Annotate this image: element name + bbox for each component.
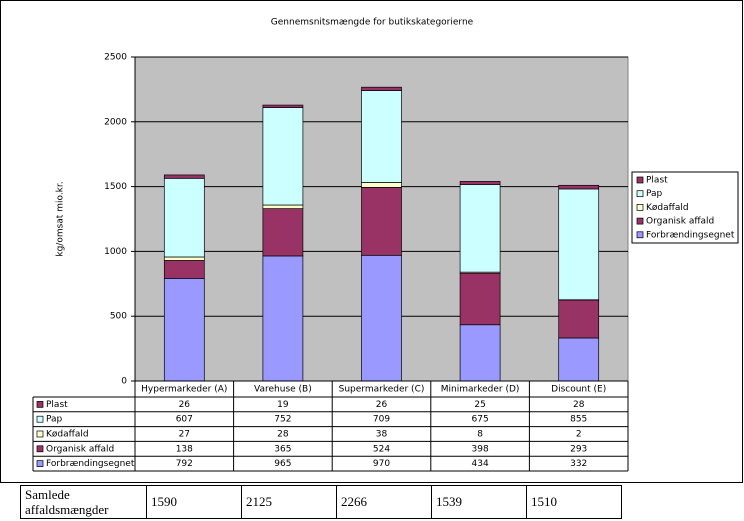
table-value: 26 xyxy=(376,400,388,410)
y-tick-label: 0 xyxy=(121,377,127,387)
bar-segment xyxy=(163,174,205,179)
chart: Gennemsnitsmængde for butikskategorierne… xyxy=(0,0,743,483)
bar-segment xyxy=(163,260,205,279)
bar-segment xyxy=(361,90,402,183)
summary-value: 2125 xyxy=(241,485,337,519)
table-value: 965 xyxy=(274,459,291,469)
y-tick-label: 2000 xyxy=(104,117,127,127)
table-value: 709 xyxy=(373,415,390,425)
bar-segment xyxy=(361,86,402,91)
legend-box xyxy=(631,171,739,244)
legend-label: Pap xyxy=(646,189,663,199)
summary-label: Samlede affaldsmængder xyxy=(20,485,147,519)
table-value: 27 xyxy=(179,430,190,440)
summary-table: Samlede affaldsmængder 1590 2125 2266 1539 1… xyxy=(20,485,622,519)
table-value: 752 xyxy=(274,415,291,425)
table-value: 607 xyxy=(176,415,193,425)
table-value: 138 xyxy=(176,444,193,454)
table-value: 25 xyxy=(474,400,485,410)
table-value: 524 xyxy=(373,444,390,454)
x-tick-label: Hypermarkeder (A) xyxy=(141,385,227,395)
bar-segment xyxy=(558,188,600,301)
table-value: 365 xyxy=(274,444,291,454)
legend-key xyxy=(636,231,644,239)
bar-segment xyxy=(361,182,402,188)
table-value: 675 xyxy=(472,415,489,425)
table-value: 8 xyxy=(477,430,483,440)
table-value: 38 xyxy=(376,430,388,440)
legend-label: Plast xyxy=(646,176,668,186)
legend-key xyxy=(636,176,644,184)
legend-label: Forbrændingsegnet xyxy=(646,230,735,240)
bar-segment xyxy=(459,181,501,186)
summary-value: 1590 xyxy=(146,485,242,519)
bar-segment xyxy=(262,204,304,209)
x-tick-label: Varehuse (B) xyxy=(254,385,312,395)
legend-key xyxy=(36,460,44,467)
table-row-label: Forbrændingsegnet xyxy=(46,459,135,469)
y-tick-label: 1000 xyxy=(104,247,127,257)
bar-segment xyxy=(262,255,304,382)
table-value: 332 xyxy=(570,459,587,469)
table-value: 792 xyxy=(176,459,193,469)
table-row-label: Pap xyxy=(46,415,63,425)
y-tick-label: 500 xyxy=(110,312,127,322)
chart-title: Gennemsnitsmængde for butikskategorierne xyxy=(271,18,474,28)
table-value: 28 xyxy=(573,400,585,410)
table-value: 398 xyxy=(472,444,489,454)
bar-segment xyxy=(361,254,402,382)
summary-row: Samlede affaldsmængder 1590 2125 2266 1539 1… xyxy=(20,485,622,519)
bar-segment xyxy=(262,107,304,206)
x-tick-label: Discount (E) xyxy=(551,385,606,395)
table-value: 293 xyxy=(570,444,587,454)
legend-key xyxy=(36,415,44,423)
table-value: 434 xyxy=(472,459,489,469)
bar-segment xyxy=(262,104,304,108)
legend-key xyxy=(36,445,44,453)
legend-key xyxy=(636,204,644,211)
legend-label: Organisk affald xyxy=(646,217,714,227)
legend-label: Kødaffald xyxy=(646,203,689,213)
legend-key xyxy=(36,401,44,408)
table-value: 855 xyxy=(570,415,587,425)
table-row-label: Plast xyxy=(46,400,68,410)
table-value: 970 xyxy=(373,459,390,469)
legend-key xyxy=(36,430,44,438)
summary-value: 1510 xyxy=(526,485,622,519)
bar-segment xyxy=(459,184,501,273)
summary-value: 2266 xyxy=(336,485,432,519)
bar-segment xyxy=(163,278,205,382)
x-tick-label: Minimarkeder (D) xyxy=(441,385,520,395)
x-tick-label: Supermarkeder (C) xyxy=(339,385,425,395)
legend-key xyxy=(636,190,644,198)
bar-segment xyxy=(262,208,304,257)
table-value: 19 xyxy=(277,400,289,410)
table-value: 26 xyxy=(179,400,191,410)
bar-segment xyxy=(163,256,205,261)
table-row-label: Organisk affald xyxy=(46,444,114,454)
bar-segment xyxy=(163,177,205,258)
table-value: 2 xyxy=(576,430,582,440)
y-tick-label: 2500 xyxy=(104,53,127,63)
bar-segment xyxy=(459,324,501,382)
bar-segment xyxy=(558,184,600,190)
y-tick-label: 1500 xyxy=(104,182,127,192)
y-axis-label: kg/omsat mio.kr. xyxy=(56,181,66,256)
summary-value: 1539 xyxy=(431,485,527,519)
table-value: 28 xyxy=(277,430,289,440)
bar-segment xyxy=(361,187,402,256)
legend-key xyxy=(636,217,644,225)
bar-segment xyxy=(459,272,501,326)
bar-segment xyxy=(558,299,600,339)
table-row-label: Kødaffald xyxy=(46,430,89,440)
bar-segment xyxy=(558,337,600,382)
